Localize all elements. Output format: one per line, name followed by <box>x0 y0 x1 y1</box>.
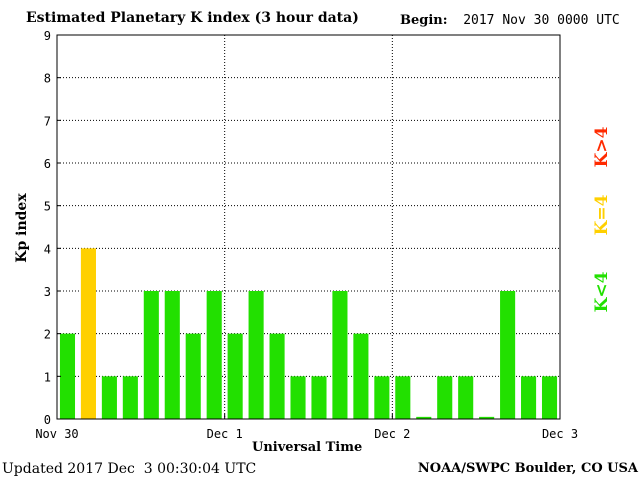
kp-bar <box>206 291 222 419</box>
y-tick-label: 9 <box>44 29 51 43</box>
kp-bar <box>500 291 516 419</box>
x-tick-label: Nov 30 <box>35 427 78 441</box>
x-tick-label: Dec 3 <box>542 427 578 441</box>
y-tick-label: 1 <box>44 370 51 384</box>
plot-frame <box>56 34 561 420</box>
legend-k-less-4: K<4 <box>592 271 612 313</box>
kp-bar <box>332 291 348 419</box>
kp-bar <box>164 291 180 419</box>
updated-timestamp: Updated 2017 Dec 3 00:30:04 UTC <box>2 461 257 477</box>
legend-k-equal-4: K=4 <box>592 194 612 236</box>
kp-bar <box>122 376 138 419</box>
kp-bar <box>479 416 495 419</box>
begin-value: 2017 Nov 30 0000 UTC <box>463 13 620 28</box>
kp-bar <box>395 376 411 419</box>
kp-bar <box>269 333 285 419</box>
kp-bar <box>521 376 537 419</box>
kp-bar <box>248 291 264 419</box>
kp-bar <box>80 248 96 419</box>
kp-bar <box>374 376 390 419</box>
kp-bar <box>227 333 243 419</box>
y-tick-label: 3 <box>44 285 51 299</box>
x-tick-label: Dec 1 <box>207 427 243 441</box>
kp-bar <box>311 376 327 419</box>
kp-bar <box>416 416 432 419</box>
kp-bar <box>437 376 453 419</box>
kp-bar <box>101 376 117 419</box>
y-tick-label: 6 <box>44 157 51 171</box>
kp-bar <box>353 333 369 419</box>
y-tick-label: 7 <box>44 114 51 128</box>
kp-bar <box>59 333 76 419</box>
y-tick-label: 5 <box>44 200 51 214</box>
kp-bar <box>541 376 558 419</box>
legend-k-greater-4: K>4 <box>592 126 612 168</box>
credit-text: NOAA/SWPC Boulder, CO USA <box>417 461 638 476</box>
x-axis-label: Universal Time <box>252 440 363 455</box>
kp-bar <box>290 376 306 419</box>
y-tick-label: 0 <box>44 413 51 427</box>
y-tick-label: 8 <box>44 72 51 86</box>
begin-label: Begin: <box>400 13 448 28</box>
begin-info: Begin: 2017 Nov 30 0000 UTC <box>400 13 620 28</box>
y-tick-label: 2 <box>44 328 51 342</box>
chart-title: Estimated Planetary K index (3 hour data… <box>26 10 359 26</box>
y-tick-label: 4 <box>44 242 51 256</box>
kp-bar <box>143 291 159 419</box>
kp-bar <box>458 376 474 419</box>
kp-bar <box>185 333 201 419</box>
x-tick-label: Dec 2 <box>374 427 410 441</box>
